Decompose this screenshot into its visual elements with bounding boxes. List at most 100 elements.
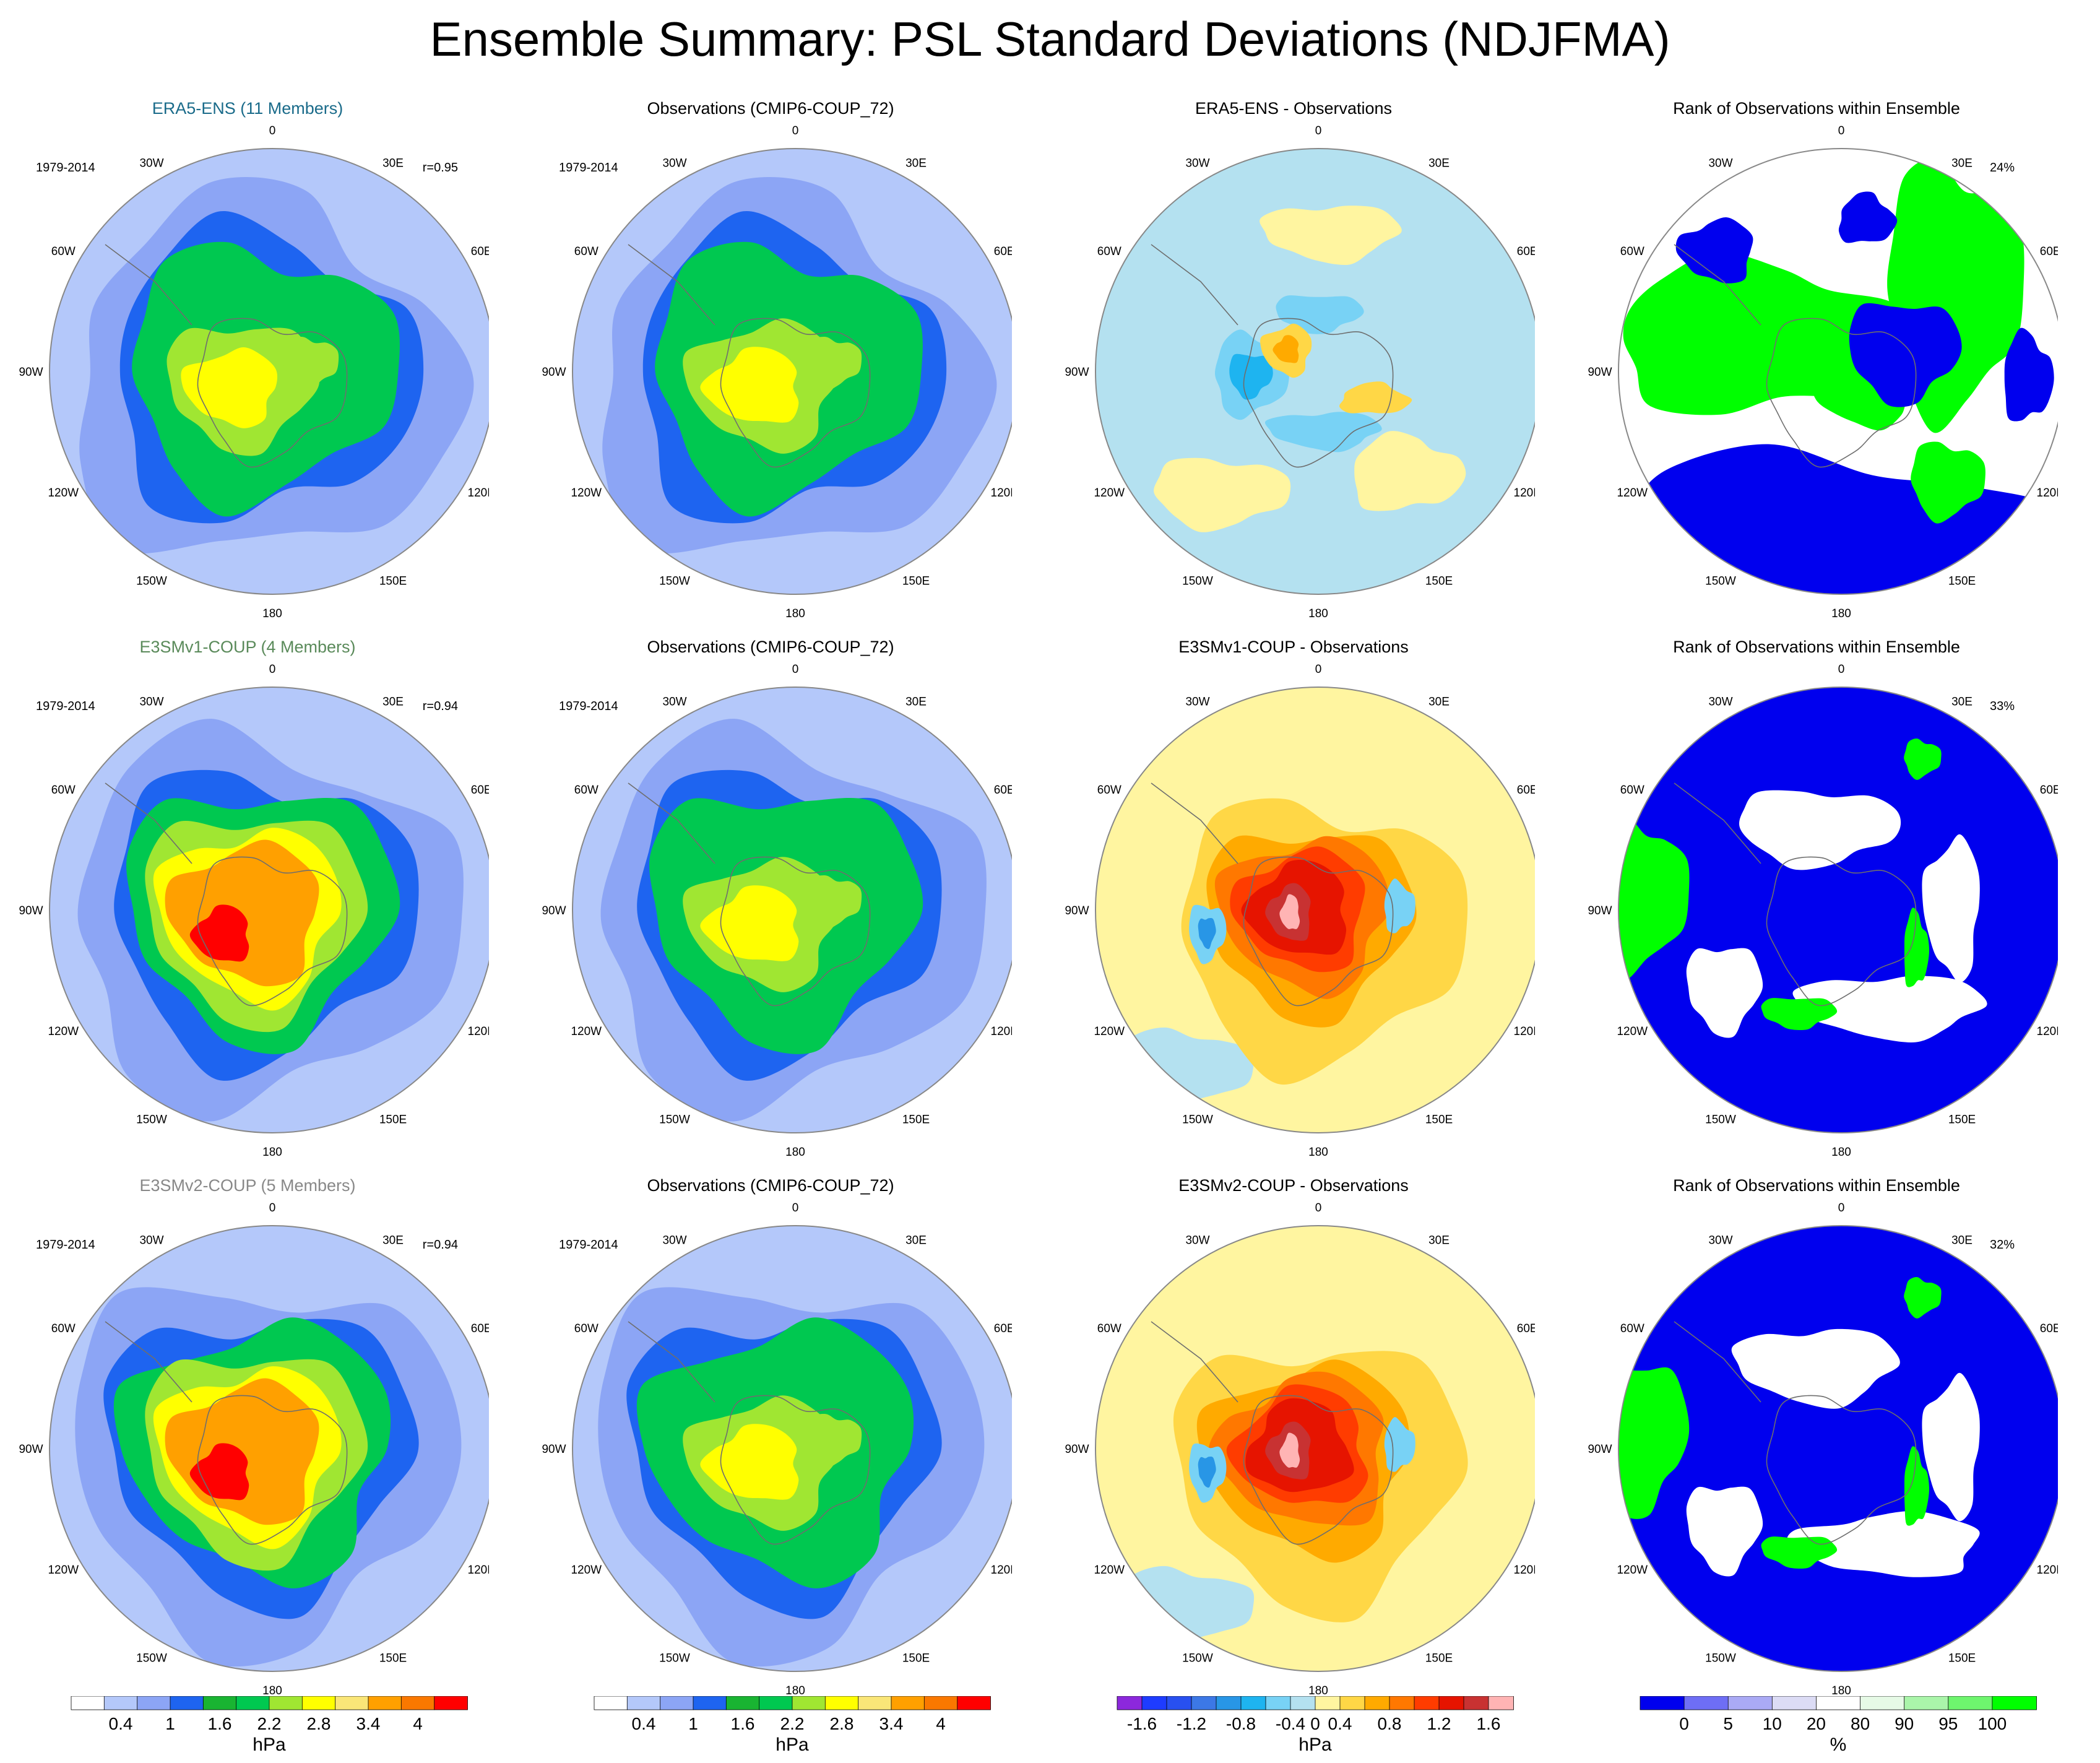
antarctica-coastline xyxy=(720,318,871,468)
panel-title: ERA5-ENS - Observations xyxy=(1195,99,1393,118)
colorbar-swatch xyxy=(1683,1696,1729,1710)
colorbar-tick-label: 90 xyxy=(1895,1714,1914,1733)
colorbar-diff: -1.6 -1.2 -0.8 -0.4 0 0.4 0.8 1.2 1.6 hPa xyxy=(1117,1696,1514,1755)
colorbar-swatch xyxy=(693,1696,727,1710)
lon-label: 180 xyxy=(1831,607,1851,620)
ensemble-map: r=0.941979-2014030E60E90E120E150E180150W… xyxy=(19,663,489,1159)
ensemble-panel: ERA5-ENS (11 Members) r=0.95 1979-2014 0 30E… xyxy=(6,99,489,644)
contour-level xyxy=(1260,206,1402,266)
obs-panel: Observations (CMIP6-COUP_72) 1979-2014 0 30… xyxy=(529,638,1012,1182)
antarctica-coastline xyxy=(197,318,348,468)
panel-title: ERA5-ENS (11 Members) xyxy=(152,99,344,118)
colorbar-swatch xyxy=(792,1696,826,1710)
lon-label: 90W xyxy=(1065,366,1089,379)
lon-label: 120E xyxy=(468,487,489,500)
rank-region xyxy=(1686,1486,1763,1577)
contour-level xyxy=(700,885,799,961)
colorbar-swatch xyxy=(1315,1696,1341,1710)
lon-label: 150E xyxy=(1948,1114,1976,1127)
colorbar-swatch xyxy=(269,1696,303,1710)
lon-label: 150E xyxy=(1425,1114,1453,1127)
lon-label: 30W xyxy=(139,695,163,708)
lon-label: 30E xyxy=(905,157,927,170)
panel-title: Observations (CMIP6-COUP_72) xyxy=(647,1176,894,1195)
rank-region xyxy=(1618,1364,1690,1519)
colorbar-swatch xyxy=(1904,1696,1949,1710)
lon-label: 30W xyxy=(662,1234,686,1247)
ensemble-panel: E3SMv2-COUP (5 Members) r=0.94 1979-2014 0 3… xyxy=(6,1176,489,1721)
colorbar-swatch xyxy=(1640,1696,1685,1710)
lon-label: 60E xyxy=(994,245,1012,258)
lon-label: 150E xyxy=(1948,575,1976,588)
lon-label: 120E xyxy=(1514,1025,1535,1038)
lon-label: 90W xyxy=(1588,366,1612,379)
lon-label: 150E xyxy=(1948,1652,1976,1665)
lon-label: 120W xyxy=(1094,487,1125,500)
lon-label: 60E xyxy=(471,784,489,797)
colorbar-swatch xyxy=(1992,1696,2037,1710)
lon-label: 150W xyxy=(1705,1114,1736,1127)
lon-label: 150E xyxy=(1425,1652,1453,1665)
map-background xyxy=(1618,1226,2058,1671)
colorbar-tick-label: 2.8 xyxy=(830,1714,854,1733)
lon-label: 0 xyxy=(269,663,276,676)
obs-map: 1979-2014030E60E90E120E150E180150W120W90… xyxy=(542,663,1012,1159)
colorbar-swatch xyxy=(170,1696,204,1710)
coastline xyxy=(1151,244,1238,326)
colorbar-swatch xyxy=(824,1696,859,1710)
lon-label: 150E xyxy=(1425,575,1453,588)
lon-label: 60W xyxy=(574,245,598,258)
colorbar-swatch xyxy=(1463,1696,1489,1710)
panel-title: Observations (CMIP6-COUP_72) xyxy=(647,638,894,656)
colorbar-swatch xyxy=(1166,1696,1192,1710)
antarctica-coastline xyxy=(1243,1395,1394,1545)
lon-label: 60E xyxy=(994,784,1012,797)
colorbar-swatch xyxy=(1414,1696,1440,1710)
contour-level xyxy=(1354,431,1466,511)
colorbar-swatch xyxy=(335,1696,369,1710)
colorbar-sd: 0.4 1 1.6 2.2 2.8 3.4 4 hPa xyxy=(594,1696,991,1755)
period-label: 1979-2014 xyxy=(36,700,95,713)
lon-label: 120W xyxy=(571,1025,602,1038)
obs-panel: Observations (CMIP6-COUP_72) 1979-2014 0 30… xyxy=(529,99,1012,644)
colorbar-swatch xyxy=(1488,1696,1514,1710)
colorbar-swatch xyxy=(368,1696,402,1710)
colorbar-tick-label: 80 xyxy=(1851,1714,1870,1733)
lon-label: 150W xyxy=(659,1652,690,1665)
lon-label: 180 xyxy=(785,1146,805,1159)
lon-label: 0 xyxy=(269,1202,276,1215)
colorbar-tick-label: 2.8 xyxy=(307,1714,331,1733)
lon-label: 30W xyxy=(1708,157,1732,170)
colorbar-tick-label: 95 xyxy=(1938,1714,1958,1733)
period-label: 1979-2014 xyxy=(36,1238,95,1252)
colorbar-tick-label: 0.8 xyxy=(1378,1714,1402,1733)
lon-label: 60W xyxy=(1620,1322,1644,1335)
colorbar-tick-label: -0.4 xyxy=(1276,1714,1305,1733)
rank-panel: Rank of Observations within Ensemble 24% 0… xyxy=(1575,99,2058,644)
lon-label: 90W xyxy=(542,904,566,917)
lon-label: 120E xyxy=(468,1025,489,1038)
coastline xyxy=(105,1321,192,1403)
lon-label: 120W xyxy=(571,1564,602,1577)
antarctica-coastline xyxy=(1243,856,1394,1007)
colorbar-unit: hPa xyxy=(253,1735,286,1755)
lon-label: 30E xyxy=(382,157,404,170)
lon-label: 180 xyxy=(1831,1684,1851,1697)
lon-label: 150W xyxy=(1182,1114,1213,1127)
colorbar-swatch xyxy=(1860,1696,1905,1710)
rank-region xyxy=(1761,1536,1838,1569)
colorbar-tick-label: 100 xyxy=(1978,1714,2007,1733)
rank-region xyxy=(1761,998,1838,1031)
colorbar-swatch xyxy=(103,1696,138,1710)
colorbar-tick-label: 1.6 xyxy=(731,1714,755,1733)
lon-label: 180 xyxy=(1308,1684,1328,1697)
lon-label: 150E xyxy=(902,575,930,588)
colorbar-swatch xyxy=(759,1696,793,1710)
rank-region xyxy=(1792,976,1987,1042)
contour-level xyxy=(1279,894,1300,929)
colorbar-swatch xyxy=(202,1696,237,1710)
coastline xyxy=(105,244,192,326)
coastline xyxy=(1151,782,1238,864)
rank-panel: Rank of Observations within Ensemble 33% 0… xyxy=(1575,638,2058,1182)
lon-label: 60E xyxy=(1517,784,1535,797)
